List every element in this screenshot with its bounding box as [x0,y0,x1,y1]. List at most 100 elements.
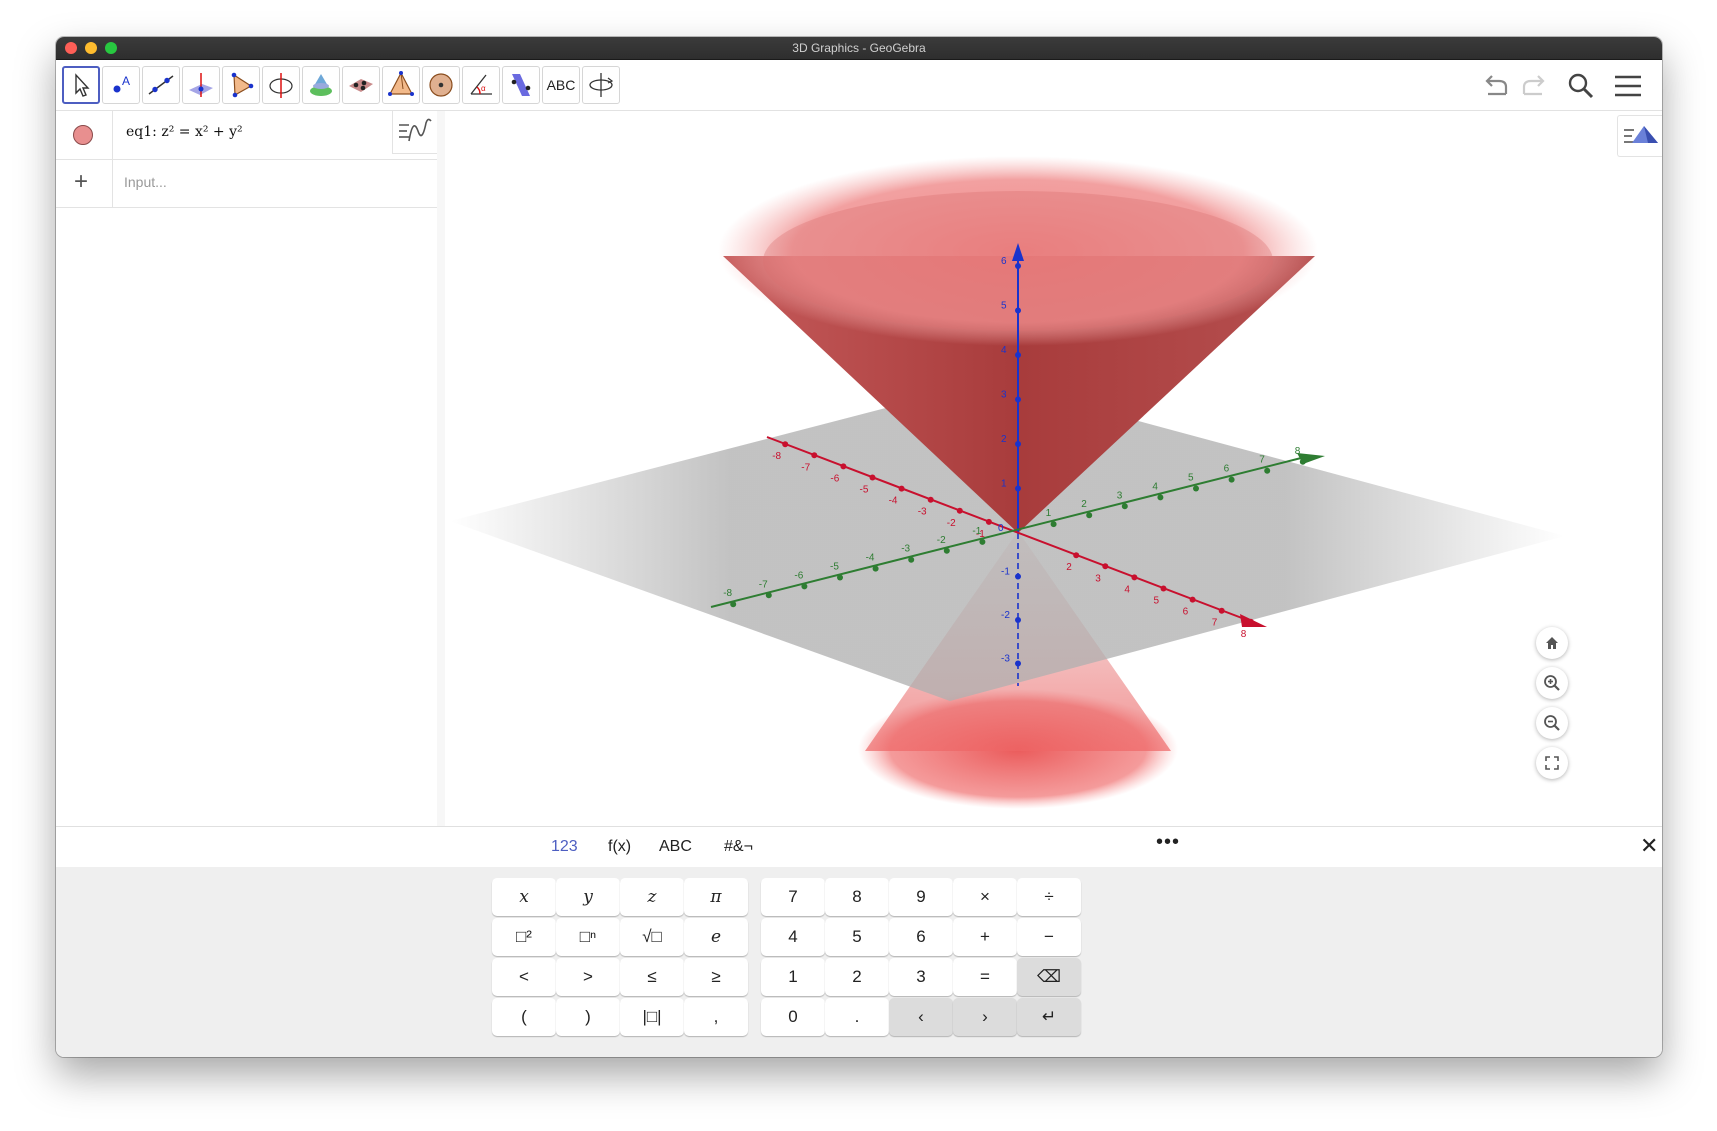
key[interactable]: › [953,998,1017,1036]
key[interactable]: = [953,958,1017,996]
key[interactable]: □² [492,918,556,956]
undo-icon[interactable] [1480,70,1514,102]
axis-tick [1102,563,1109,570]
key[interactable]: 2 [825,958,889,996]
axis-tick-label: 3 [1117,490,1123,501]
axis-tick [1131,574,1138,581]
key[interactable]: ↵ [1017,998,1081,1036]
axis-tick-label: 6 [1001,256,1007,267]
key[interactable]: 1 [761,958,825,996]
redo-icon[interactable] [1516,70,1550,102]
key[interactable]: ‹ [889,998,953,1036]
key[interactable]: |□| [620,998,684,1036]
tab-functions[interactable]: f(x) [608,838,632,855]
move-tool[interactable] [62,66,100,104]
key[interactable]: ≥ [684,958,748,996]
key[interactable]: > [556,958,620,996]
algebra-input[interactable]: Input... [124,174,167,190]
key[interactable]: y [556,878,620,916]
key[interactable]: . [825,998,889,1036]
graphics-3d-view[interactable]: -8 -7 -6 -5 -4 -3 -2 -1 2 3 4 5 6 7 8 -8 -7 -6 -5 -4 -3 -2 -1 1… [445,111,1662,826]
point-tool[interactable]: A [102,66,140,104]
intersect-surfaces-tool[interactable] [302,66,340,104]
graphics-style-button[interactable] [1617,115,1662,157]
axis-tick [1228,476,1235,483]
key[interactable]: ( [492,998,556,1036]
svg-text:α: α [481,84,486,93]
reflect-about-plane-icon [511,74,531,96]
key[interactable]: e [684,918,748,956]
toolbar: A α ABC [56,60,1662,111]
key[interactable]: , [684,998,748,1036]
key[interactable]: 8 [825,878,889,916]
axis-tick-label: 3 [1095,573,1101,584]
sphere-tool[interactable] [422,66,460,104]
reflect-tool[interactable] [502,66,540,104]
close-keyboard-icon[interactable]: ✕ [1640,833,1659,858]
line-through-two-points-icon [148,75,174,95]
key[interactable]: □ⁿ [556,918,620,956]
key[interactable]: × [953,878,1017,916]
key[interactable]: ) [556,998,620,1036]
sphere-icon [429,73,453,97]
axis-tick-label: -8 [772,451,781,462]
key[interactable]: 3 [889,958,953,996]
key[interactable]: ⌫ [1017,958,1081,996]
key[interactable]: 5 [825,918,889,956]
zoom-window-button[interactable] [105,42,117,54]
tab-123[interactable]: 123 [551,838,578,855]
angle-tool[interactable]: α [462,66,500,104]
axis-tick [985,518,992,525]
fullscreen-button[interactable] [1536,747,1568,779]
minimize-window-button[interactable] [85,42,97,54]
line-tool[interactable] [142,66,180,104]
visibility-marble[interactable] [73,125,93,145]
home-button[interactable] [1536,627,1568,659]
key[interactable]: √□ [620,918,684,956]
axis-tick-label: 7 [1212,618,1218,629]
axis-tick-label: -3 [918,507,927,518]
key[interactable]: 4 [761,918,825,956]
key[interactable]: ÷ [1017,878,1081,916]
polygon-tool[interactable] [222,66,260,104]
triangle-polygon-icon [231,72,254,98]
key[interactable]: 9 [889,878,953,916]
tab-symbols[interactable]: #&¬ [724,838,753,855]
graphics-3d-canvas[interactable]: -8 -7 -6 -5 -4 -3 -2 -1 2 3 4 5 6 7 8 -8 -7 -6 -5 -4 -3 -2 -1 1… [445,111,1662,826]
more-icon[interactable]: ••• [1156,831,1181,853]
key[interactable]: − [1017,918,1081,956]
key[interactable]: + [953,918,1017,956]
algebra-style-button[interactable] [392,111,437,154]
zoom-out-button[interactable] [1536,707,1568,739]
algebra-input-row[interactable]: + Input... [56,159,437,208]
zoom-out-icon [1544,715,1560,731]
perpendicular-line-tool[interactable] [182,66,220,104]
key[interactable]: ≤ [620,958,684,996]
key[interactable]: 7 [761,878,825,916]
search-icon[interactable] [1564,70,1598,102]
text-tool-label: ABC [546,77,576,93]
key[interactable]: 6 [889,918,953,956]
key[interactable]: < [492,958,556,996]
pyramid-tool[interactable] [382,66,420,104]
equation-text[interactable]: eq1: z² = x² + y² [126,124,243,140]
text-tool[interactable]: ABC [542,66,580,104]
axis-tick [1264,467,1271,474]
tab-abc[interactable]: ABC [659,838,692,855]
key[interactable]: 0 [761,998,825,1036]
key[interactable]: x [492,878,556,916]
rotate-view-tool[interactable] [582,66,620,104]
menu-icon[interactable] [1611,70,1645,102]
axis-tick [1073,552,1080,559]
marble-column [56,111,113,159]
circle-axis-tool[interactable] [262,66,300,104]
zoom-in-button[interactable] [1536,667,1568,699]
close-window-button[interactable] [65,42,77,54]
plane-three-points-tool[interactable] [342,66,380,104]
key[interactable]: π [684,878,748,916]
key[interactable]: z [620,878,684,916]
zoom-in-icon [1544,675,1560,691]
algebra-item[interactable]: eq1: z² = x² + y² [56,111,437,160]
axis-tick [1015,263,1021,269]
add-icon[interactable]: + [74,168,89,195]
